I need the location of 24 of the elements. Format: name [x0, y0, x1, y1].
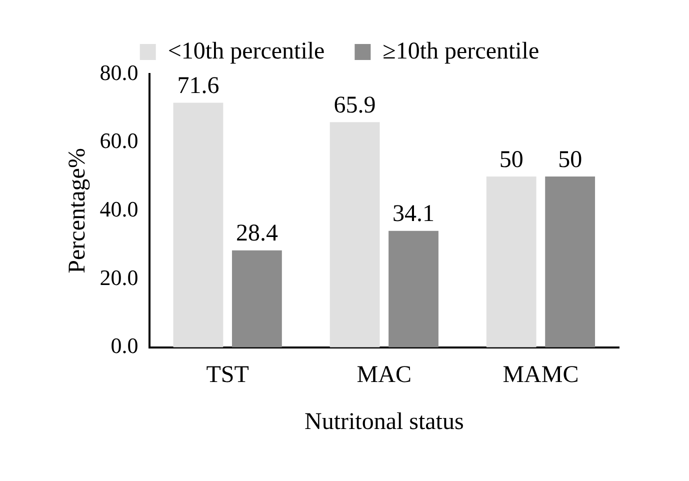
bar — [545, 176, 596, 348]
y-tick-label: 40.0 — [100, 196, 138, 222]
x-tick-label: MAMC — [502, 362, 579, 388]
y-tick-label: 60.0 — [100, 128, 138, 154]
data-label: 50 — [499, 146, 524, 173]
y-tick-label: 80.0 — [100, 60, 138, 85]
y-tick-label: 0.0 — [110, 333, 138, 358]
data-label: 50 — [558, 146, 582, 173]
data-label: 65.9 — [334, 92, 376, 118]
bar — [330, 122, 380, 348]
x-tick-label: MAC — [356, 362, 412, 388]
data-label: 34.1 — [392, 201, 435, 228]
bar — [486, 176, 536, 348]
bar — [232, 250, 282, 348]
legend-label: <10th percentile — [168, 38, 325, 64]
x-tick-label: TST — [206, 362, 250, 388]
legend-label: ≥10th percentile — [382, 38, 540, 64]
data-label: 71.6 — [177, 73, 220, 100]
data-label: 28.4 — [236, 220, 278, 247]
y-axis-title: Percentage% — [64, 148, 91, 274]
x-axis-title: Nutritonal status — [304, 408, 464, 435]
y-tick-label: 20.0 — [100, 264, 138, 290]
bar — [173, 102, 224, 348]
bar — [388, 230, 438, 348]
